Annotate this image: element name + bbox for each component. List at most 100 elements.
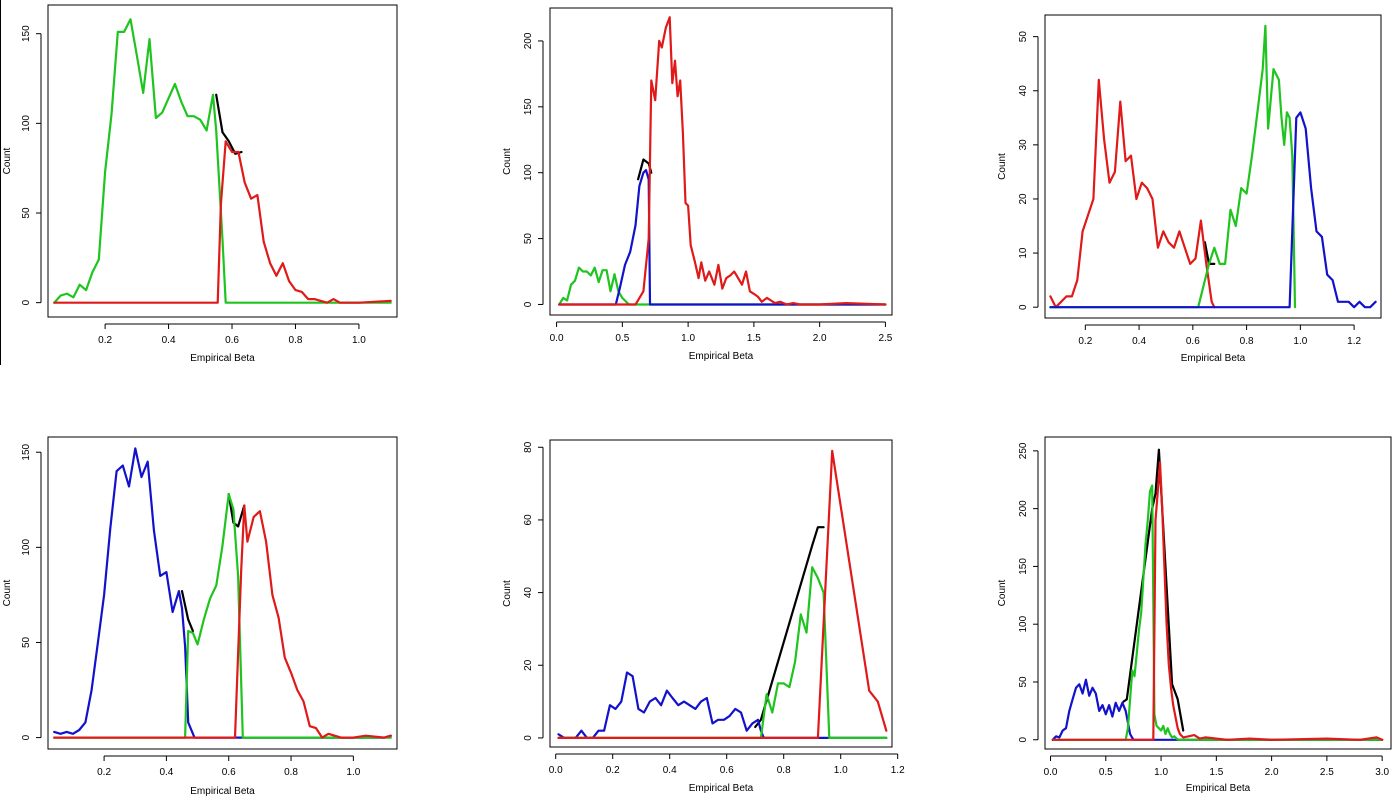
x-tick-label: 0.5 <box>615 333 629 344</box>
x-tick-label: 0.2 <box>1078 336 1092 347</box>
green-series-line <box>557 566 888 740</box>
blue-series-line <box>53 447 392 739</box>
plot-frame <box>549 439 893 748</box>
x-tick-label: 0.2 <box>97 767 111 778</box>
black-series-line <box>180 589 194 633</box>
x-tick-label: 2.5 <box>1320 767 1334 778</box>
x-tick-label: 1.0 <box>346 767 360 778</box>
x-tick-label: 1.0 <box>1293 336 1307 347</box>
blue-series-line <box>557 671 888 740</box>
y-tick-label: 100 <box>21 115 32 132</box>
x-tick-label: 0.8 <box>1240 336 1254 347</box>
y-tick-label: 100 <box>523 164 534 181</box>
y-tick-label: 80 <box>523 441 534 453</box>
x-tick-label: 1.0 <box>352 335 366 346</box>
x-tick-label: 0.6 <box>225 335 239 346</box>
y-tick-label: 50 <box>523 233 534 245</box>
x-tick-label: 1.5 <box>747 333 761 344</box>
plot-frame <box>1044 14 1382 319</box>
y-tick-label: 50 <box>1018 31 1029 43</box>
x-tick-label: 0.2 <box>98 335 112 346</box>
x-tick-label: 0.8 <box>777 765 791 776</box>
green-series-line <box>1049 24 1297 309</box>
x-tick-label: 1.0 <box>1154 767 1168 778</box>
y-tick-label: 50 <box>1018 676 1029 688</box>
y-tick-label: 150 <box>523 98 534 115</box>
x-tick-label: 0.0 <box>550 333 564 344</box>
y-tick-label: 30 <box>1018 139 1029 151</box>
red-series-line <box>1049 78 1216 309</box>
y-tick-label: 50 <box>21 636 32 648</box>
x-tick-label: 1.0 <box>834 765 848 776</box>
y-axis-title: Count <box>997 579 1008 606</box>
y-tick-label: 0 <box>21 299 32 305</box>
black-series-line <box>227 493 246 528</box>
y-tick-label: 150 <box>1018 558 1029 575</box>
blue-series-line <box>1051 678 1384 741</box>
y-tick-label: 10 <box>1018 247 1029 259</box>
green-series-line <box>1051 484 1384 741</box>
x-tick-label: 3.0 <box>1375 767 1389 778</box>
green-series-line <box>53 18 392 304</box>
x-axis-title: Empirical Beta <box>689 783 754 794</box>
y-axis-title: Count <box>502 580 513 607</box>
x-tick-label: 0.6 <box>720 765 734 776</box>
y-tick-label: 0 <box>21 734 32 740</box>
red-series-line <box>53 140 392 304</box>
x-tick-label: 1.0 <box>681 333 695 344</box>
chart-panel-6: 0.0 0.5 1.0 1.5 2.0 2.5 3.0 0 50 100 150 200 250 Empi… <box>997 436 1392 794</box>
red-series-line <box>558 16 887 306</box>
y-tick-label: 40 <box>523 587 534 599</box>
y-tick-label: 150 <box>21 25 32 42</box>
red-series-line <box>1051 461 1384 741</box>
x-tick-label: 0.6 <box>222 767 236 778</box>
x-tick-label: 0.4 <box>1132 336 1146 347</box>
green-series-line <box>558 266 887 306</box>
chart-panel-4: 0.2 0.4 0.6 0.8 1.0 0 50 100 150 Empirical Beta Co… <box>2 436 398 797</box>
x-axis-title: Empirical Beta <box>1181 353 1246 364</box>
y-axis-title: Count <box>997 153 1008 180</box>
x-tick-label: 0.6 <box>1186 336 1200 347</box>
x-tick-label: 0.0 <box>549 765 563 776</box>
x-axis-title: Empirical Beta <box>1186 783 1251 794</box>
blue-series-line <box>1049 111 1377 309</box>
blue-series-line <box>558 169 887 306</box>
x-tick-label: 0.8 <box>284 767 298 778</box>
y-tick-label: 40 <box>1018 85 1029 97</box>
plot-frame <box>549 7 893 316</box>
x-axis-title: Empirical Beta <box>190 786 255 797</box>
y-tick-label: 0 <box>523 301 534 307</box>
x-tick-label: 0.8 <box>289 335 303 346</box>
chart-panel-5: 0.0 0.2 0.4 0.6 0.8 1.0 1.2 0 20 40 60 80 Empirical … <box>502 439 905 794</box>
y-axis-title: Count <box>2 579 13 606</box>
y-tick-label: 0 <box>1018 304 1029 310</box>
x-tick-label: 2.5 <box>878 333 892 344</box>
chart-panel-2: 0.0 0.5 1.0 1.5 2.0 2.5 0 50 100 150 200 Empirical … <box>502 7 893 362</box>
y-tick-label: 150 <box>21 443 32 460</box>
red-series-line <box>557 449 888 740</box>
y-tick-label: 50 <box>21 207 32 219</box>
x-tick-label: 2.0 <box>1265 767 1279 778</box>
x-tick-label: 1.5 <box>1209 767 1223 778</box>
y-tick-label: 20 <box>1018 193 1029 205</box>
x-tick-label: 0.2 <box>606 765 620 776</box>
y-tick-label: 200 <box>1018 500 1029 517</box>
green-series-line <box>53 493 392 739</box>
black-series-line <box>215 93 243 155</box>
chart-panel-1: 0.2 0.4 0.6 0.8 1.0 0 50 100 150 Empirical Beta Co… <box>2 4 398 364</box>
x-tick-label: 2.0 <box>813 333 827 344</box>
y-tick-label: 0 <box>1018 737 1029 743</box>
x-tick-label: 0.5 <box>1099 767 1113 778</box>
red-series-line <box>53 504 392 739</box>
y-axis-title: Count <box>502 148 513 175</box>
y-tick-label: 200 <box>523 32 534 49</box>
x-tick-label: 1.2 <box>1347 336 1361 347</box>
x-axis-title: Empirical Beta <box>190 353 255 364</box>
y-tick-label: 0 <box>523 735 534 741</box>
chart-panel-3: 0.2 0.4 0.6 0.8 1.0 1.2 0 10 20 30 40 50 Empirical B… <box>997 14 1382 364</box>
x-tick-label: 0.4 <box>159 767 173 778</box>
x-axis-title: Empirical Beta <box>689 351 754 362</box>
x-tick-label: 0.0 <box>1044 767 1058 778</box>
x-tick-label: 0.4 <box>663 765 677 776</box>
